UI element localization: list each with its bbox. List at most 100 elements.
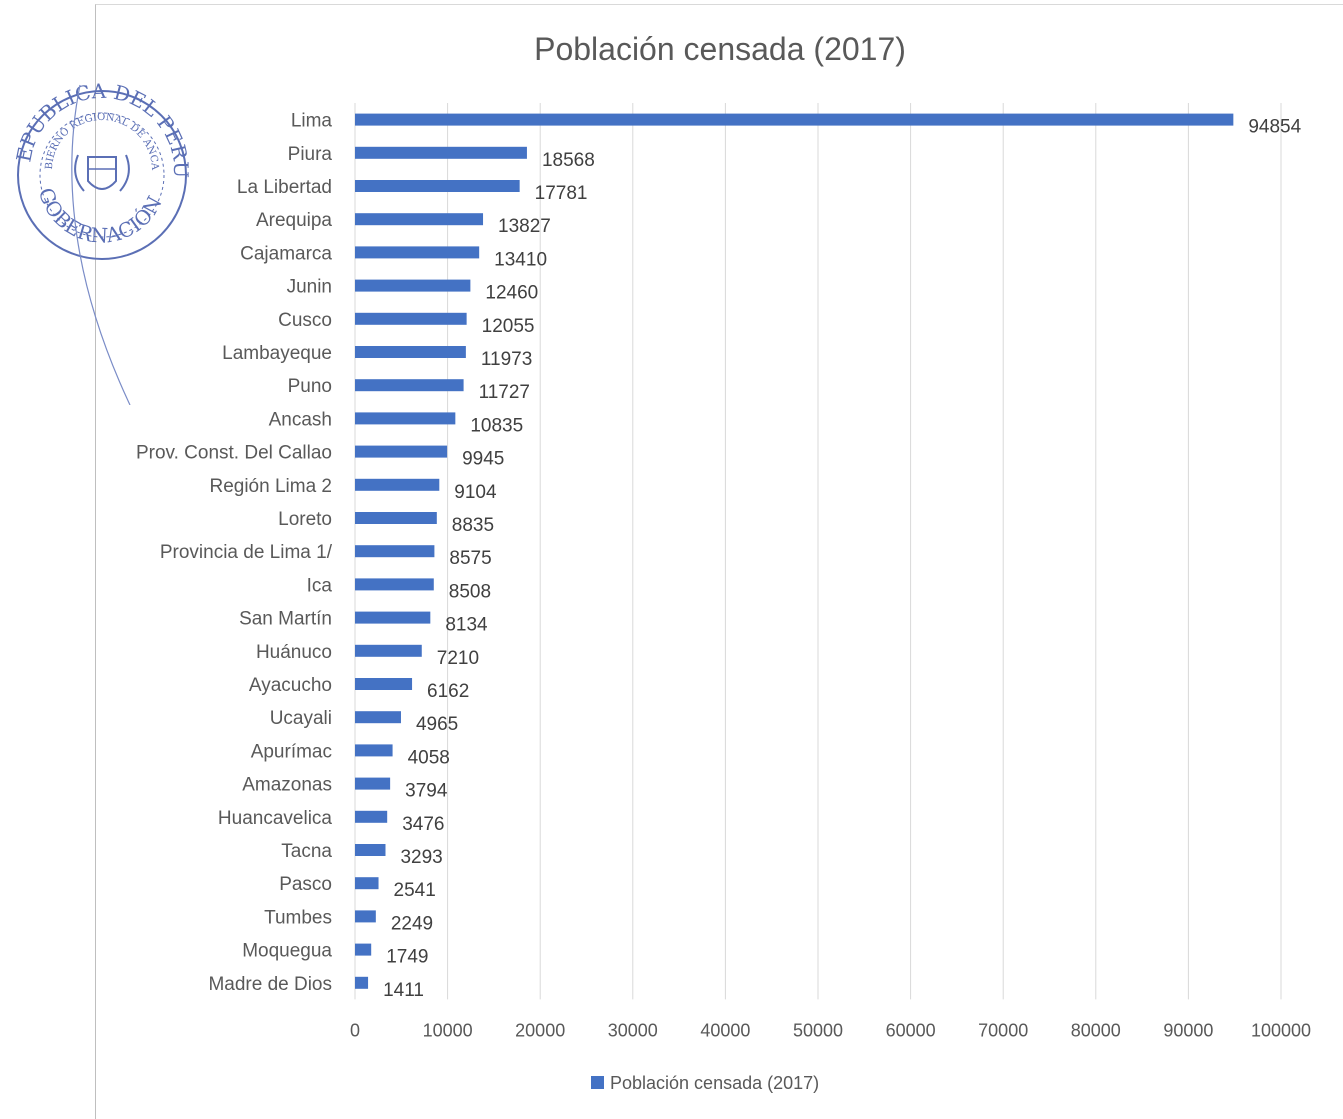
category-labels: Lima Piura La Libertad Arequipa Cajamarca Jun…	[136, 111, 333, 995]
data-label: 1411	[383, 980, 424, 1001]
bar	[355, 976, 369, 989]
category-label: Puno	[288, 376, 332, 397]
legend-swatch	[591, 1076, 604, 1089]
bar	[355, 777, 391, 790]
data-label: 13827	[498, 216, 551, 237]
category-label: Lima	[291, 111, 333, 132]
x-tick-label: 0	[350, 1020, 360, 1040]
data-label: 8575	[449, 548, 491, 569]
category-label: Apurímac	[251, 741, 332, 762]
category-label: Lambayeque	[222, 343, 332, 364]
category-label: Cusco	[278, 310, 332, 331]
bar	[355, 578, 434, 591]
data-label: 2249	[391, 913, 433, 934]
bar	[355, 512, 437, 524]
legend-label: Población censada (2017)	[610, 1073, 819, 1093]
bar	[355, 943, 372, 956]
bar	[355, 611, 431, 624]
data-label: 3293	[400, 847, 442, 868]
category-label: San Martín	[239, 609, 332, 630]
gridlines	[354, 103, 1282, 1000]
category-label: La Libertad	[237, 177, 332, 198]
category-label: Ucayali	[270, 708, 332, 729]
bar	[355, 412, 456, 425]
data-label: 8508	[449, 581, 491, 602]
data-label: 17781	[535, 183, 588, 204]
category-label: Tumbes	[264, 907, 332, 928]
category-label: Cajamarca	[240, 243, 332, 264]
bar	[355, 113, 1234, 126]
bar	[355, 246, 480, 259]
x-tick-label: 80000	[1071, 1020, 1121, 1040]
data-label: 12460	[485, 283, 538, 304]
data-label: 94854	[1248, 117, 1301, 138]
seal-inner-ring	[39, 112, 165, 238]
bar	[355, 146, 527, 159]
category-label: Ancash	[269, 409, 332, 430]
bar	[355, 744, 393, 757]
bar	[355, 810, 388, 823]
bar	[355, 279, 471, 292]
x-tick-label: 60000	[886, 1020, 936, 1040]
bar	[355, 478, 440, 491]
category-label: Junin	[287, 277, 332, 298]
category-label: Huánuco	[256, 642, 332, 663]
category-label: Amazonas	[242, 775, 332, 796]
category-label: Ica	[307, 575, 333, 596]
data-label: 7210	[437, 648, 479, 669]
data-label: 9945	[462, 449, 504, 470]
data-label: 3794	[405, 781, 448, 802]
category-label: Moquegua	[242, 941, 332, 962]
bar	[355, 312, 467, 325]
data-label: 18568	[542, 150, 595, 171]
x-axis-ticks: 0 10000 20000 30000 40000 50000 60000 70000 8000…	[350, 1020, 1311, 1040]
bar	[355, 379, 464, 392]
x-tick-label: 90000	[1163, 1020, 1213, 1040]
data-label: 6162	[427, 681, 469, 702]
bar	[355, 644, 422, 657]
bar	[355, 844, 386, 856]
data-label: 2541	[394, 880, 436, 901]
category-label: Madre de Dios	[208, 974, 332, 995]
x-tick-label: 10000	[423, 1020, 473, 1040]
bar	[355, 678, 413, 690]
bar	[355, 180, 520, 192]
x-tick-label: 70000	[978, 1020, 1028, 1040]
data-label: 8134	[445, 615, 488, 636]
bar	[355, 877, 379, 890]
category-label: Provincia de Lima 1/	[160, 542, 333, 563]
category-label: Loreto	[278, 509, 332, 530]
bars	[355, 113, 1234, 989]
data-labels: 94854 18568 17781 13827 13410 12460 12055 11973…	[383, 117, 1302, 1001]
category-label: Prov. Const. Del Callao	[136, 443, 332, 464]
bar	[355, 346, 466, 358]
bar	[355, 213, 484, 226]
x-tick-label: 100000	[1251, 1020, 1311, 1040]
bar	[355, 910, 376, 923]
data-label: 12055	[482, 316, 535, 337]
coat-of-arms-icon	[74, 154, 130, 192]
chart-frame	[95, 4, 1343, 1119]
data-label: 9104	[454, 482, 497, 503]
data-label: 13410	[494, 249, 547, 270]
bar	[355, 445, 448, 458]
data-label: 4058	[408, 747, 450, 768]
category-label: Arequipa	[256, 210, 332, 231]
x-tick-label: 40000	[700, 1020, 750, 1040]
category-label: Ayacucho	[249, 675, 332, 696]
seal-text-bottom: GOBERNACIÓN	[34, 185, 167, 248]
data-label: 3476	[402, 814, 444, 835]
x-tick-label: 20000	[515, 1020, 565, 1040]
x-tick-label: 50000	[793, 1020, 843, 1040]
data-label: 8835	[452, 515, 494, 536]
signature-stroke	[71, 84, 131, 405]
category-label: Pasco	[279, 874, 332, 895]
official-seal: REPUBLICA DEL PERU GOBIERNO REGIONAL DE …	[10, 75, 190, 405]
x-tick-label: 30000	[608, 1020, 658, 1040]
data-label: 11727	[479, 382, 530, 403]
category-label: Piura	[288, 144, 333, 165]
category-label: Región Lima 2	[209, 476, 332, 497]
legend: Población censada (2017)	[591, 1073, 819, 1093]
category-label: Huancavelica	[218, 808, 332, 829]
